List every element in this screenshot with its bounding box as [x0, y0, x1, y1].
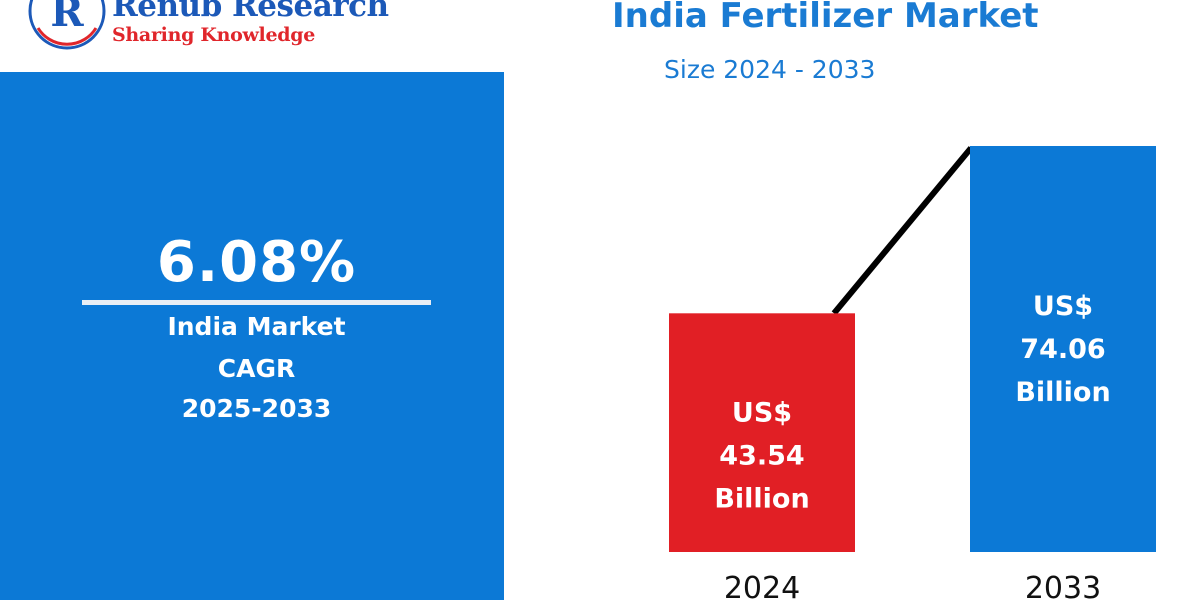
- trend-line: [831, 146, 974, 316]
- bar-2033: [970, 146, 1156, 552]
- bar-label-2024-line3: Billion: [714, 483, 809, 514]
- cagr-label-market: India Market: [167, 312, 346, 341]
- x-tick-2024: 2024: [724, 571, 800, 600]
- chart-subtitle: Size 2024 - 2033: [664, 55, 876, 84]
- cagr-divider: [82, 300, 431, 305]
- x-tick-2033: 2033: [1025, 571, 1101, 600]
- renub-research-logo: R: [28, 0, 106, 50]
- bar-label-2024-line2: 43.54: [719, 440, 804, 471]
- bar-label-2033-line3: Billion: [1015, 377, 1110, 408]
- bar-2024: [669, 313, 855, 552]
- bar-label-2033-line2: 74.06: [1020, 334, 1105, 365]
- cagr-value: 6.08%: [156, 230, 357, 295]
- logo-letter: R: [50, 0, 84, 36]
- cagr-panel: 6.08% India Market CAGR 2025-2033: [0, 72, 504, 600]
- cagr-label-period: 2025-2033: [181, 394, 332, 423]
- brand-name: Renub Research: [112, 0, 389, 24]
- brand-tagline: Sharing Knowledge: [112, 24, 316, 46]
- cagr-label-cagr: CAGR: [217, 354, 296, 383]
- bar-label-2033-line1: US$: [1033, 291, 1093, 322]
- chart-title: India Fertilizer Market: [612, 0, 1039, 36]
- bar-label-2024-line1: US$: [732, 397, 792, 428]
